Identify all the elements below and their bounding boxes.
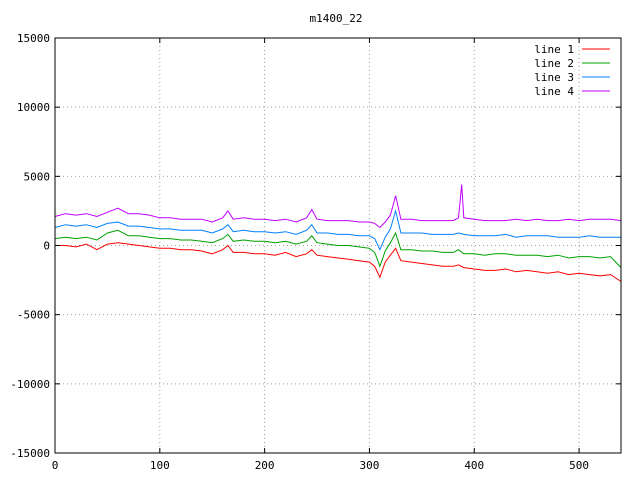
legend-label: line 2 [534,57,574,70]
y-tick-label: -5000 [17,309,50,322]
series-layer [54,184,622,282]
legend-label: line 3 [534,71,574,84]
y-tick-label: 0 [43,240,50,253]
y-tick-label: 15000 [17,32,50,45]
series-line-4 [54,184,622,229]
y-tick-label: 10000 [17,101,50,114]
series-line-2 [54,229,622,268]
y-tick-label: -15000 [10,447,50,460]
legend-entry-4: line 4 [534,85,610,98]
y-tick-label: 5000 [24,170,51,183]
x-tick-label: 300 [360,459,380,472]
legend-label: line 1 [534,43,574,56]
series-line-3 [54,208,621,251]
x-tick-label: 0 [52,459,59,472]
chart-title: m1400_22 [310,12,363,25]
legend-entry-3: line 3 [534,71,610,84]
legend-entry-1: line 1 [534,43,610,56]
x-tick-label: 100 [150,459,170,472]
y-tick-label: -10000 [10,378,50,391]
tick-layer: 0 100 200 300 400 500 -15000 -10000 -5000 0 5000 10… [10,32,621,472]
x-tick-label: 200 [255,459,275,472]
legend-label: line 4 [534,85,574,98]
series-line-1 [55,242,622,282]
x-tick-label: 400 [464,459,484,472]
legend-entry-2: line 2 [534,57,610,70]
x-tick-label: 500 [569,459,589,472]
